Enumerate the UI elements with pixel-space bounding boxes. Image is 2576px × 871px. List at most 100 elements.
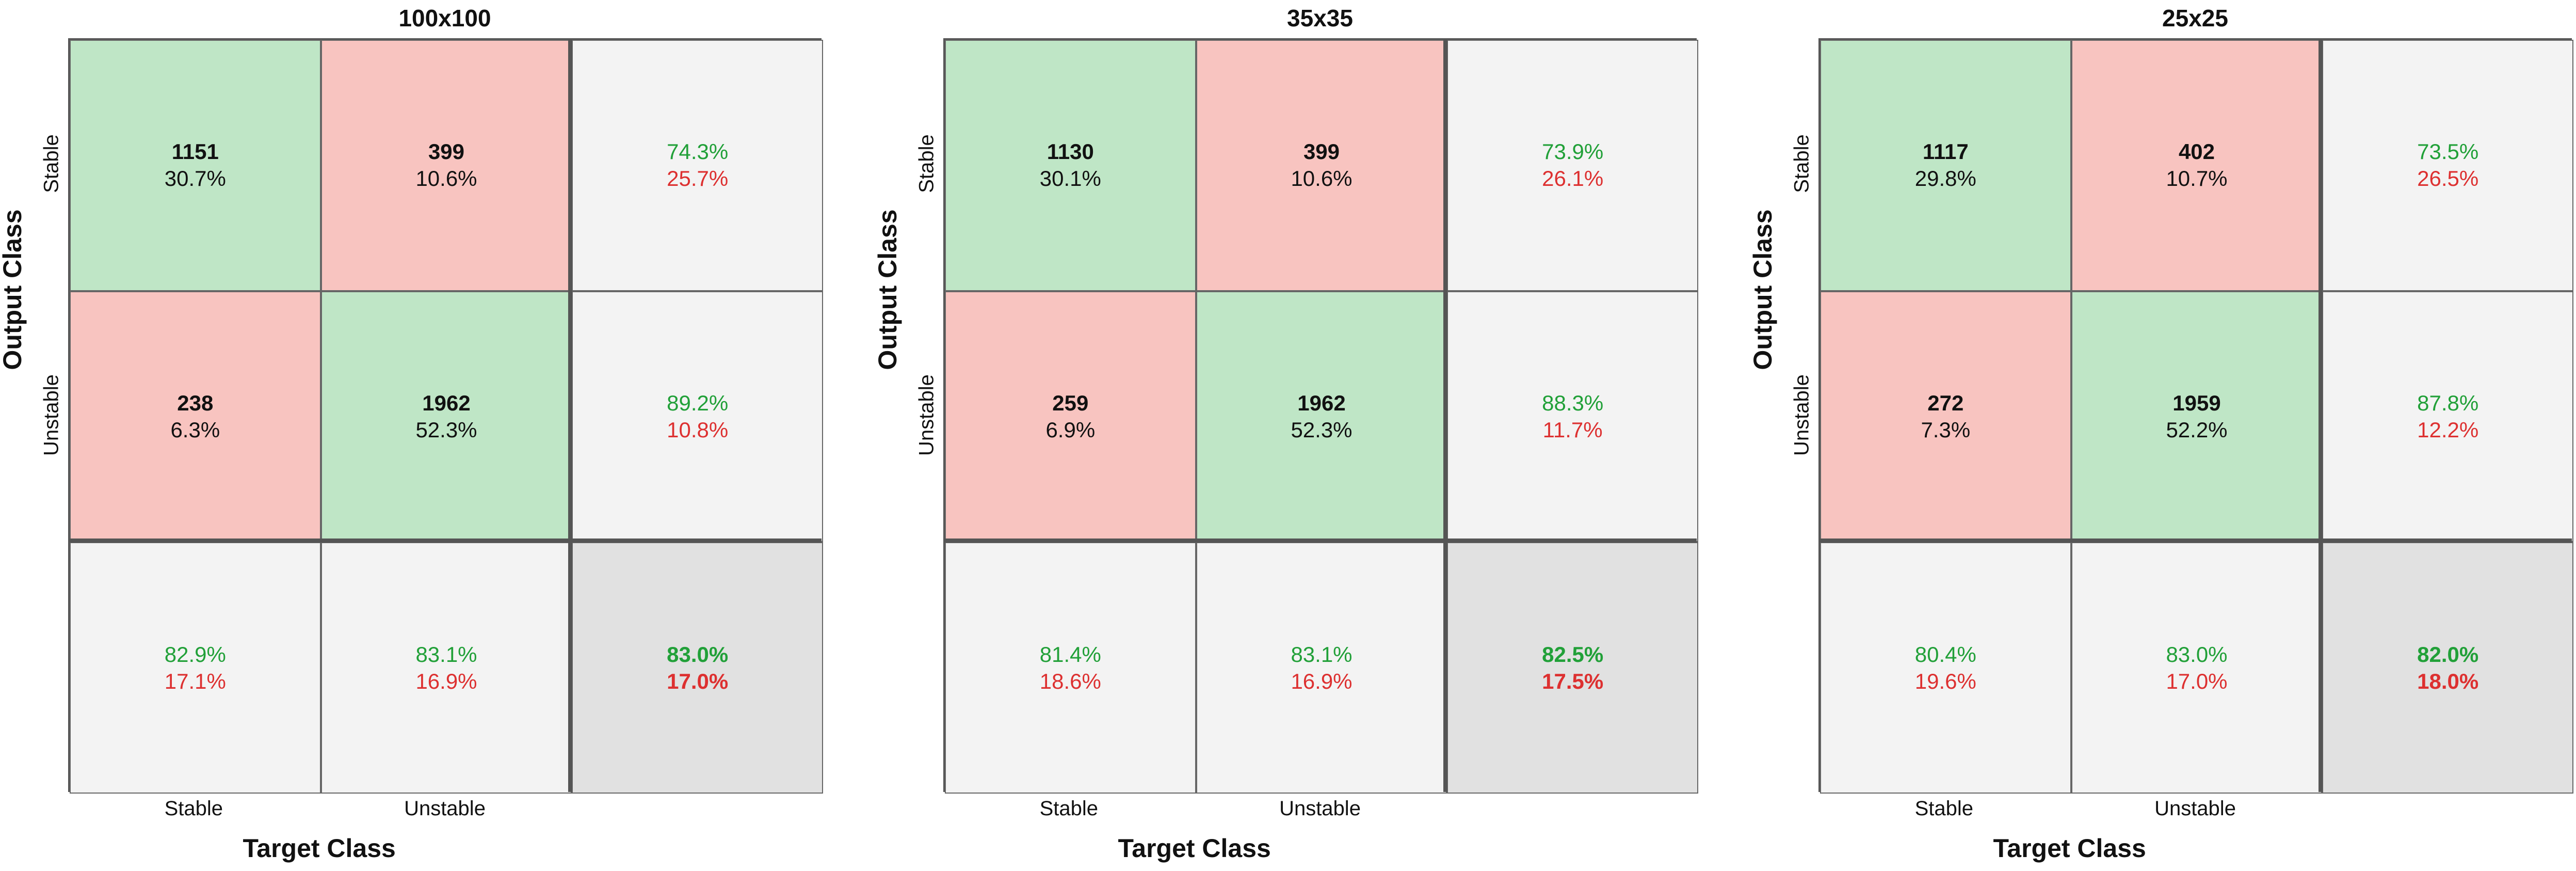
y-axis-label: Output Class: [0, 209, 27, 370]
error-rate: 10.8%: [667, 417, 729, 442]
confusion-matrix-panel: 35x35 Output Class Stable Unstable 1130 30.1%…: [873, 0, 1750, 871]
summary-divider-vertical: [2319, 38, 2323, 792]
correct-rate: 73.5%: [2417, 139, 2479, 164]
column-summary-cell: 82.9% 17.1%: [70, 542, 321, 794]
row-summary-cell: 87.8% 12.2%: [2322, 291, 2573, 543]
error-rate: 18.0%: [2417, 669, 2479, 693]
cell-percent: 6.3%: [170, 417, 220, 442]
correct-cell: 1130 30.1%: [945, 40, 1196, 291]
confusion-matrix-grid: 1151 30.7% 399 10.6% 74.3% 25.7% 238 6.3% 1962 52…: [68, 38, 823, 794]
error-rate: 25.7%: [667, 166, 729, 191]
cell-count: 1151: [171, 139, 219, 164]
cell-percent: 52.3%: [1291, 417, 1353, 442]
cell-percent: 29.8%: [1914, 166, 1976, 191]
cell-percent: 10.6%: [415, 166, 477, 191]
column-label: Stable: [1914, 797, 1974, 820]
summary-divider-horizontal: [1818, 539, 2572, 543]
column-label: Unstable: [404, 797, 486, 820]
correct-cell: 1117 29.8%: [1820, 40, 2071, 291]
cell-percent: 52.2%: [2166, 417, 2228, 442]
column-summary-cell: 83.1% 16.9%: [1196, 542, 1447, 794]
error-rate: 17.5%: [1542, 669, 1604, 693]
error-cell: 259 6.9%: [945, 291, 1196, 543]
correct-cell: 1959 52.2%: [2071, 291, 2323, 543]
summary-divider-vertical: [568, 38, 573, 792]
cell-count: 399: [1303, 139, 1340, 164]
correct-rate: 83.1%: [415, 642, 477, 667]
correct-rate: 73.9%: [1542, 139, 1604, 164]
error-rate: 19.6%: [1914, 669, 1976, 693]
correct-rate: 74.3%: [667, 139, 729, 164]
row-label: Stable: [915, 134, 938, 194]
error-cell: 238 6.3%: [70, 291, 321, 543]
correct-cell: 1962 52.3%: [320, 291, 572, 543]
column-label: Stable: [164, 797, 223, 820]
confusion-matrix-panel: 25x25 Output Class Stable Unstable 1117 29.8%…: [1748, 0, 2576, 871]
correct-rate: 87.8%: [2417, 390, 2479, 415]
row-label: Unstable: [40, 374, 63, 456]
cell-count: 1117: [1922, 139, 1969, 164]
cell-count: 1962: [1297, 390, 1346, 415]
column-summary-cell: 81.4% 18.6%: [945, 542, 1196, 794]
y-axis-label: Output Class: [1748, 209, 1777, 370]
error-rate: 17.0%: [667, 669, 729, 693]
column-summary-cell: 83.1% 16.9%: [320, 542, 572, 794]
error-rate: 12.2%: [2417, 417, 2479, 442]
correct-rate: 83.1%: [1291, 642, 1353, 667]
row-summary-cell: 88.3% 11.7%: [1447, 291, 1698, 543]
correct-rate: 83.0%: [667, 642, 729, 667]
x-axis-label: Target Class: [1118, 834, 1271, 863]
error-rate: 16.9%: [415, 669, 477, 693]
cell-percent: 10.6%: [1291, 166, 1353, 191]
overall-accuracy-cell: 83.0% 17.0%: [572, 542, 823, 794]
cell-percent: 6.9%: [1045, 417, 1096, 442]
row-summary-cell: 89.2% 10.8%: [572, 291, 823, 543]
error-rate: 18.6%: [1039, 669, 1101, 693]
column-summary-cell: 83.0% 17.0%: [2071, 542, 2323, 794]
row-summary-cell: 73.5% 26.5%: [2322, 40, 2573, 291]
panel-title: 100x100: [398, 5, 491, 31]
cell-count: 1959: [2172, 390, 2221, 415]
correct-rate: 82.5%: [1542, 642, 1604, 667]
correct-rate: 83.0%: [2166, 642, 2228, 667]
x-axis-label: Target Class: [243, 834, 396, 863]
error-rate: 26.1%: [1542, 166, 1604, 191]
overall-accuracy-cell: 82.0% 18.0%: [2322, 542, 2573, 794]
cell-percent: 10.7%: [2166, 166, 2228, 191]
error-cell: 272 7.3%: [1820, 291, 2071, 543]
error-cell: 402 10.7%: [2071, 40, 2323, 291]
confusion-matrix-grid: 1117 29.8% 402 10.7% 73.5% 26.5% 272 7.3% 1959 52…: [1818, 38, 2573, 794]
correct-rate: 82.9%: [164, 642, 226, 667]
cell-count: 259: [1052, 390, 1089, 415]
cell-count: 1962: [422, 390, 471, 415]
row-summary-cell: 73.9% 26.1%: [1447, 40, 1698, 291]
column-label: Unstable: [1279, 797, 1361, 820]
panel-title: 25x25: [2162, 5, 2228, 31]
summary-divider-vertical: [1443, 38, 1448, 792]
error-rate: 11.7%: [1542, 417, 1603, 442]
row-label: Unstable: [915, 374, 938, 456]
summary-divider-horizontal: [943, 539, 1697, 543]
cell-percent: 52.3%: [415, 417, 477, 442]
y-axis-label: Output Class: [873, 209, 902, 370]
cell-count: 272: [1927, 390, 1964, 415]
row-label: Stable: [40, 134, 63, 194]
column-summary-cell: 80.4% 19.6%: [1820, 542, 2071, 794]
error-cell: 399 10.6%: [1196, 40, 1447, 291]
cell-count: 399: [428, 139, 465, 164]
error-rate: 17.1%: [164, 669, 226, 693]
error-rate: 16.9%: [1291, 669, 1353, 693]
correct-rate: 88.3%: [1542, 390, 1604, 415]
column-label: Unstable: [2154, 797, 2236, 820]
error-rate: 26.5%: [2417, 166, 2479, 191]
row-label: Unstable: [1790, 374, 1813, 456]
x-axis-label: Target Class: [1993, 834, 2146, 863]
error-rate: 17.0%: [2166, 669, 2228, 693]
cell-percent: 30.7%: [164, 166, 226, 191]
correct-cell: 1962 52.3%: [1196, 291, 1447, 543]
confusion-matrix-grid: 1130 30.1% 399 10.6% 73.9% 26.1% 259 6.9% 1962 52…: [943, 38, 1698, 794]
correct-rate: 82.0%: [2417, 642, 2479, 667]
confusion-matrix-panel: 100x100 Output Class Stable Unstable 1151 30.…: [0, 0, 875, 871]
summary-divider-horizontal: [68, 539, 822, 543]
panel-title: 35x35: [1287, 5, 1353, 31]
